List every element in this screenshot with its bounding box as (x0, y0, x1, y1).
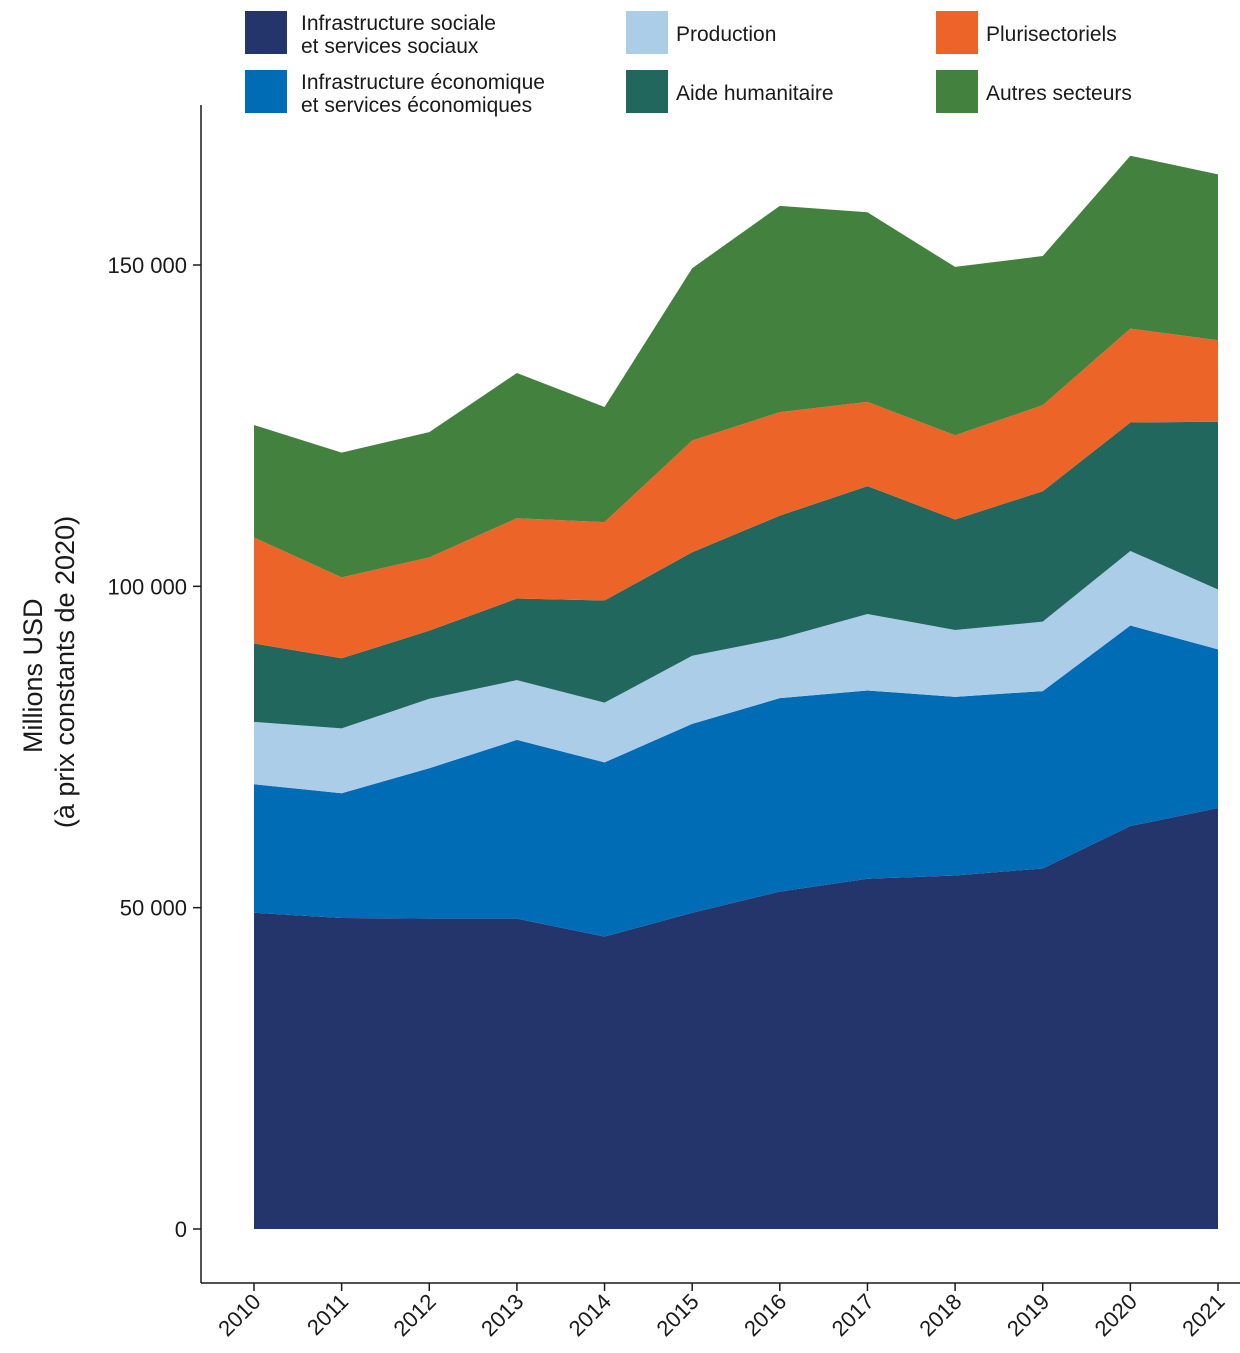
legend-label: Plurisectoriels (986, 23, 1117, 46)
legend-item-1: Infrastructure sociale et services sociau… (245, 11, 496, 58)
legend-item-4: Aide humanitaire (626, 70, 834, 113)
x-tick-label: 2013 (476, 1289, 528, 1341)
x-tick-label: 2020 (1090, 1289, 1142, 1341)
y-axis-label-line-1: Millions USD (18, 598, 48, 753)
y-axis-label: Millions USD (à prix constants de 2020) (18, 516, 80, 828)
legend-item-5: Plurisectoriels (936, 11, 1117, 54)
x-tick-label: 2019 (1002, 1289, 1054, 1341)
y-tick-label: 150 000 (107, 253, 187, 278)
x-tick-label: 2012 (389, 1289, 441, 1341)
y-tick-label: 0 (175, 1217, 187, 1242)
legend-swatch (936, 70, 978, 113)
x-tick-label: 2010 (213, 1289, 265, 1341)
y-axis-label-line-2: (à prix constants de 2020) (50, 516, 80, 828)
x-tick-label: 2014 (564, 1289, 616, 1341)
area-series-4 (254, 421, 1218, 729)
area-series-1 (254, 808, 1218, 1229)
legend-label: Aide humanitaire (676, 82, 834, 105)
legend-swatch (626, 11, 668, 54)
legend-label: Infrastructure sociale et services sociau… (301, 12, 496, 58)
legend-swatch (936, 11, 978, 54)
legend-item-3: Production (626, 11, 776, 54)
area-series-2 (254, 625, 1218, 937)
area-series-3 (254, 550, 1218, 794)
area-layer (254, 155, 1218, 1229)
legend-swatch (245, 11, 287, 54)
x-tick-label: 2017 (827, 1289, 879, 1341)
x-tick-label: 2016 (739, 1289, 791, 1341)
legend: Infrastructure sociale et services sociau… (245, 11, 1132, 117)
x-tick-label: 2011 (302, 1289, 353, 1340)
y-tick-label: 100 000 (107, 574, 187, 599)
legend-label: Autres secteurs (986, 82, 1132, 105)
legend-label: Infrastructure économique et services éco… (301, 71, 545, 117)
legend-swatch (245, 70, 287, 113)
legend-item-6: Autres secteurs (936, 70, 1132, 113)
area-series-6 (254, 155, 1218, 578)
legend-label: Production (676, 23, 776, 46)
area-series-5 (254, 328, 1218, 659)
x-tick-label: 2018 (914, 1289, 966, 1341)
x-tick-label: 2015 (651, 1289, 703, 1341)
y-tick-label: 50 000 (120, 896, 187, 921)
legend-swatch (626, 70, 668, 113)
legend-item-2: Infrastructure économique et services éco… (245, 70, 545, 117)
x-tick-label: 2021 (1177, 1289, 1229, 1341)
